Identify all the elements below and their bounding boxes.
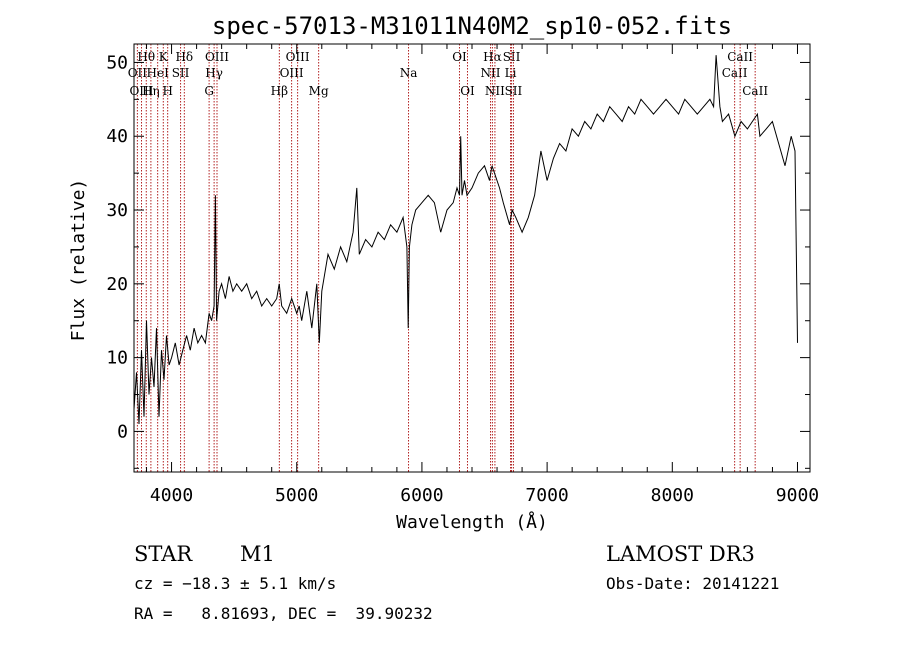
x-tick-label: 8000	[651, 485, 694, 506]
marker-label: OI	[452, 50, 467, 64]
marker-label: H	[162, 84, 172, 98]
x-tick-label: 5000	[275, 485, 318, 506]
marker-label: Li	[505, 66, 517, 80]
marker-label: OII	[128, 66, 148, 80]
marker-label: Hα	[483, 50, 502, 64]
x-axis-label: Wavelength (Å)	[396, 511, 548, 533]
axis-ticks: 4000 5000 6000 7000 8000 9000 0 10 20 30 40 50	[106, 44, 819, 506]
marker-label: K	[159, 50, 169, 64]
y-axis-label: Flux (relative)	[68, 179, 89, 342]
plot-frame	[133, 43, 811, 473]
x-tick-label: 9000	[776, 485, 819, 506]
redshift-text: cz = −18.3 ± 5.1 km/s	[134, 574, 336, 593]
y-tick-label: 20	[106, 274, 128, 295]
marker-label: SII	[172, 66, 190, 80]
x-tick-label: 7000	[525, 485, 568, 506]
survey-name: LAMOST DR3	[606, 542, 755, 566]
marker-label: Mg	[309, 84, 329, 98]
marker-label: SII	[503, 50, 521, 64]
marker-label: OI	[460, 84, 475, 98]
marker-label: Hδ	[175, 50, 193, 64]
marker-label: NII	[481, 66, 501, 80]
coordinates: RA = 8.81693, DEC = 39.90232	[134, 604, 433, 623]
marker-label: Na	[400, 66, 418, 80]
marker-label: OIII	[286, 50, 310, 64]
obs-date: Obs-Date: 20141221	[606, 574, 779, 593]
marker-label: CaII	[727, 50, 753, 64]
y-tick-label: 50	[106, 52, 128, 73]
marker-label: CaII	[742, 84, 768, 98]
y-tick-label: 0	[117, 421, 128, 442]
chart-title: spec-57013-M31011N40M2_sp10-052.fits	[212, 12, 732, 40]
marker-label: HeI	[147, 66, 170, 80]
marker-label: NII	[485, 84, 505, 98]
marker-label: Hγ	[205, 66, 223, 80]
object-subclass: M1	[240, 542, 275, 566]
marker-label: G	[204, 84, 214, 98]
y-tick-label: 40	[106, 126, 128, 147]
y-tick-label: 30	[106, 200, 128, 221]
marker-label: OIII	[205, 50, 229, 64]
marker-label: Hη	[142, 84, 160, 98]
marker-label: SII	[505, 84, 523, 98]
marker-label: Hβ	[271, 84, 288, 98]
object-class: STAR	[134, 542, 193, 566]
spectrum-line	[133, 55, 798, 425]
marker-label: OIII	[280, 66, 304, 80]
line-markers: HθOIIHηOIIIHeIKHSIIHδGHγOIIIHβOIIIOIIIMg…	[128, 44, 768, 472]
y-tick-label: 10	[106, 348, 128, 369]
marker-label: CaII	[722, 66, 748, 80]
x-tick-label: 4000	[150, 485, 193, 506]
series-layer	[133, 55, 798, 425]
marker-label: OIII	[129, 84, 153, 98]
marker-label: Hθ	[137, 50, 155, 64]
x-tick-label: 6000	[400, 485, 443, 506]
